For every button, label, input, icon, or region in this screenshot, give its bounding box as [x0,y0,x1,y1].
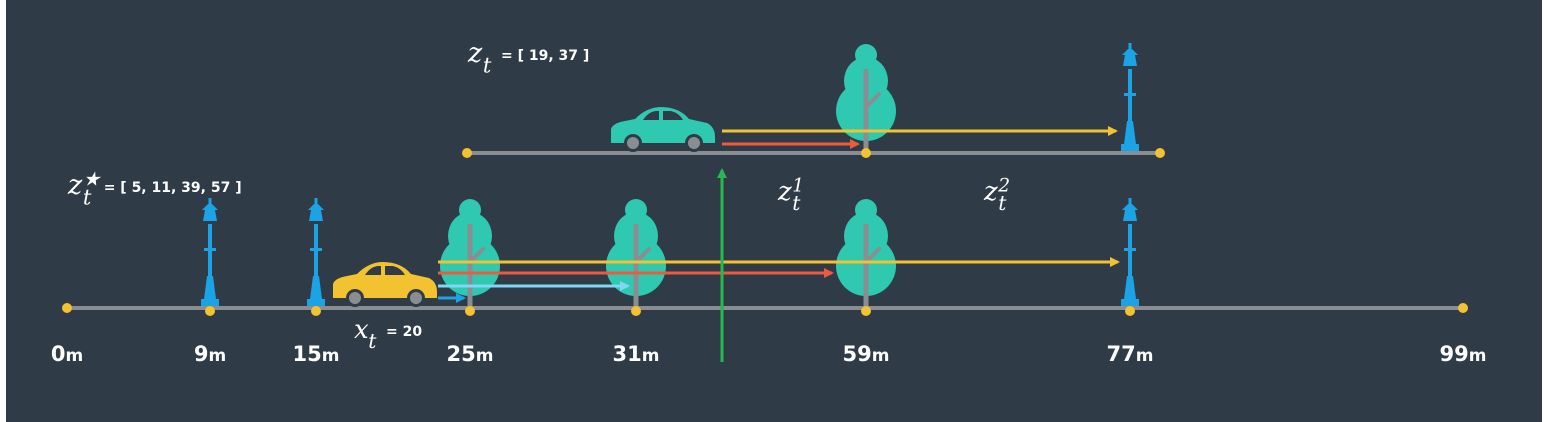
tick-label-77m: 77m [1107,342,1154,366]
observing-car [611,107,715,152]
street-lamp-77m [1121,198,1139,306]
ego-car [333,262,437,307]
observation-road-dot [861,148,871,158]
label-subscript: t [368,329,377,353]
label-superscript: ★ [83,167,102,190]
label-values: = [ 5, 11, 39, 57 ] [104,180,242,196]
road-dot-9m [205,306,215,316]
diagram-panel [6,0,1542,422]
label-symbol: z [777,177,792,207]
observation-z1-label: z t1 [777,176,804,215]
tick-label-15m: 15m [293,342,340,366]
label-symbol: z [467,38,483,69]
label-subscript: t [998,191,1007,215]
road-dot-59m [861,306,871,316]
tick-label-9m: 9m [194,342,226,366]
observed-lamp [1121,43,1139,151]
tree-25m [440,199,500,306]
label-superscript: 2 [997,176,1010,197]
label-values: = [ 19, 37 ] [501,48,589,64]
road-dot-25m [465,306,475,316]
road-dot-77m [1125,306,1135,316]
label-symbol: z [983,177,998,207]
road-dot-15m [311,306,321,316]
road-dot-0m [62,303,72,313]
observation-road-dot [462,148,472,158]
tree-31m [606,199,666,306]
label-superscript: 1 [792,176,804,197]
tick-label-0m: 0m [51,342,83,366]
tree-59m [836,199,896,306]
tick-label-25m: 25m [447,342,494,366]
position-label: x t = 20 [354,315,422,353]
landmark-map-label: z t★ = [ 5, 11, 39, 57 ] [67,167,242,209]
label-subscript: t [483,52,492,77]
observation-label: z t = [ 19, 37 ] [467,38,589,77]
observed-tree [836,44,896,151]
tick-label-59m: 59m [843,342,890,366]
tick-label-99m: 99m [1440,342,1487,366]
road-dot-31m [631,306,641,316]
road-dot-99m [1458,303,1468,313]
label-symbol: z [67,170,83,201]
street-lamp-9m [201,198,219,306]
tick-label-31m: 31m [613,342,660,366]
label-subscript: t [83,184,92,209]
observation-road-dot [1155,148,1165,158]
label-values: = 20 [386,324,422,340]
label-symbol: x [354,315,369,345]
label-subscript: t [792,191,801,215]
street-lamp-15m [307,198,325,306]
observation-z2-label: z t2 [983,176,1010,215]
